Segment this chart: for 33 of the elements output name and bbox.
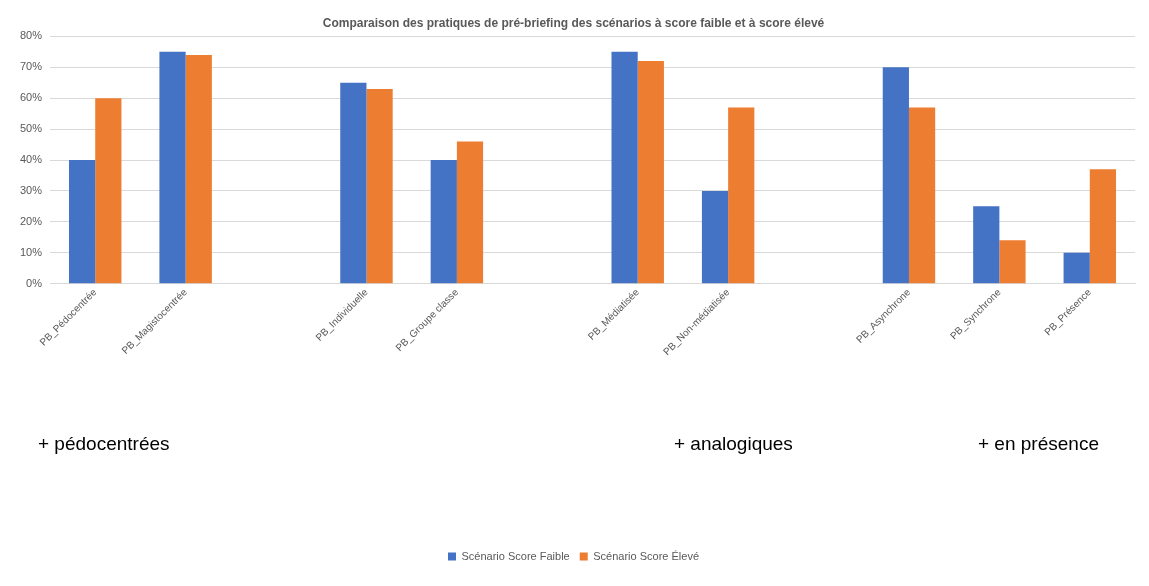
- y-tick-label: 20%: [19, 214, 43, 227]
- bar: [637, 61, 664, 284]
- bar: [430, 160, 457, 284]
- y-tick-label: 80%: [19, 29, 43, 42]
- bar: [908, 107, 936, 284]
- bar: [366, 88, 393, 284]
- y-tick-label: 40%: [19, 153, 43, 166]
- text: + pédocentrées: [38, 433, 170, 455]
- bar: [69, 160, 96, 284]
- bar: [882, 67, 909, 284]
- bar: [611, 51, 638, 284]
- bar: [728, 107, 755, 284]
- bar: [95, 98, 122, 284]
- bar: [456, 141, 484, 284]
- bar: [1063, 252, 1090, 284]
- chart-title: Comparaison des pratiques de pré-briefing des scénarios à score faible et à score élevé: [322, 15, 825, 30]
- y-tick-label: 10%: [19, 245, 43, 258]
- bar: [999, 240, 1026, 284]
- legend-label: Scénario Score Élevé: [593, 549, 699, 562]
- y-tick-label: 0%: [26, 276, 43, 289]
- bar: [159, 51, 186, 284]
- text: + en présence: [978, 433, 1099, 455]
- bar: [340, 82, 367, 284]
- legend-label: Scénario Score Faible: [461, 549, 570, 562]
- y-tick-label: 50%: [19, 122, 43, 135]
- text: + analogiques: [674, 433, 793, 455]
- y-tick-label: 30%: [19, 183, 43, 196]
- bar: [185, 54, 212, 284]
- y-tick-label: 60%: [19, 91, 43, 104]
- bar: [973, 206, 1000, 284]
- y-tick-label: 70%: [19, 60, 43, 73]
- bar: [701, 190, 729, 284]
- bar: [1089, 169, 1117, 284]
